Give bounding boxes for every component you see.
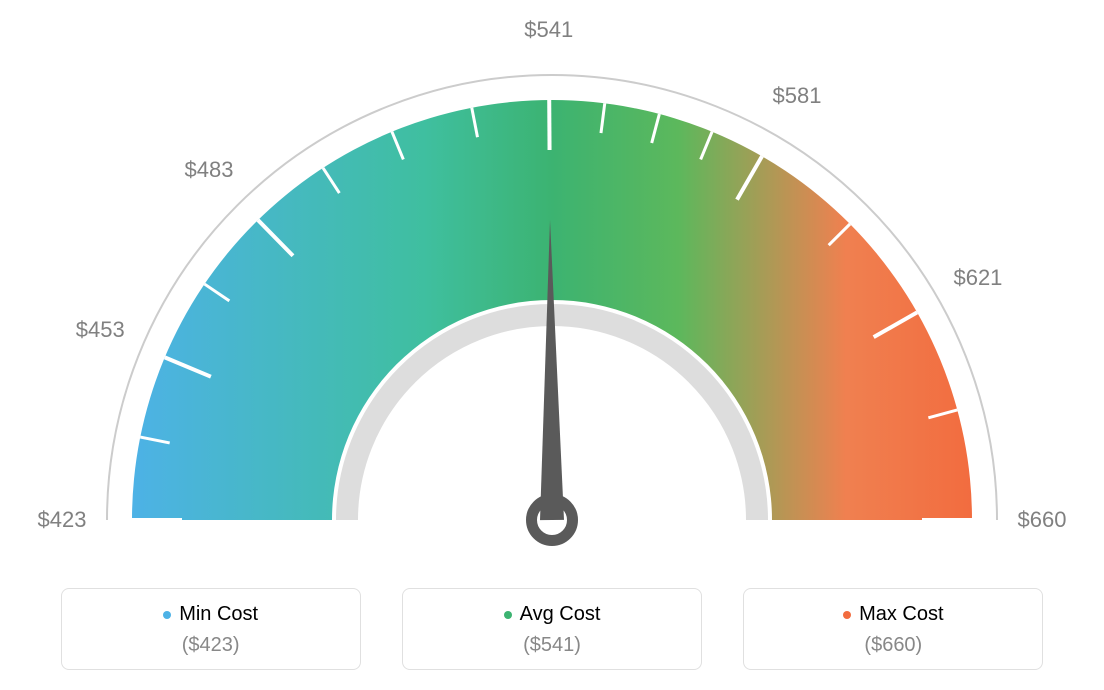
legend-row: Min Cost ($423) Avg Cost ($541) Max Cost… [0,588,1104,670]
legend-avg-label: Avg Cost [520,603,601,626]
tick-label: $581 [773,83,822,109]
legend-min-value: ($423) [82,634,340,657]
legend-min-title: Min Cost [82,603,340,626]
tick-label: $621 [953,265,1002,291]
tick-label: $423 [38,507,87,533]
legend-max-cost: Max Cost ($660) [743,588,1043,670]
legend-max-label: Max Cost [859,603,943,626]
legend-max-title: Max Cost [764,603,1022,626]
dot-icon [163,611,171,619]
cost-gauge-chart: $423 $453 $483 $541 $581 $621 $660 Min Cost ($… [0,0,1104,690]
legend-avg-value: ($541) [423,634,681,657]
legend-avg-cost: Avg Cost ($541) [402,588,702,670]
tick-label: $453 [76,317,125,343]
tick-label: $483 [184,157,233,183]
tick-label: $541 [524,17,573,43]
tick-label: $660 [1018,507,1067,533]
gauge-area: $423 $453 $483 $541 $581 $621 $660 [0,0,1104,560]
legend-min-cost: Min Cost ($423) [61,588,361,670]
gauge-svg [0,0,1104,560]
dot-icon [843,611,851,619]
legend-max-value: ($660) [764,634,1022,657]
legend-avg-title: Avg Cost [423,603,681,626]
dot-icon [504,611,512,619]
legend-min-label: Min Cost [179,603,258,626]
